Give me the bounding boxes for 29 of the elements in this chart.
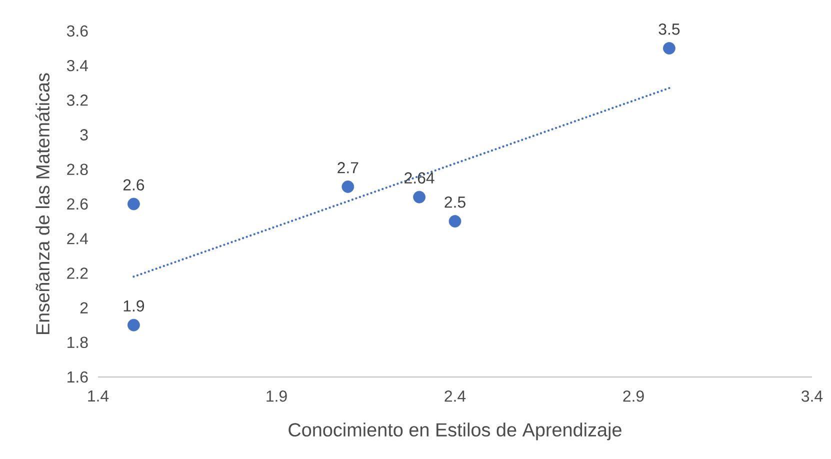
- y-tick-label: 2.2: [67, 268, 88, 279]
- y-tick-label: 3.2: [66, 94, 88, 106]
- x-axis-title: Conocimiento en Estilos de Aprendizaje: [288, 422, 622, 440]
- data-label: 2.5: [444, 196, 466, 208]
- y-tick-label: 2.8: [67, 164, 88, 176]
- x-tick-label: 1.9: [266, 390, 287, 402]
- y-tick-label: 3.6: [66, 25, 88, 37]
- point: [448, 215, 462, 228]
- y-tick-label: 2.6: [67, 198, 88, 210]
- data-label: 1.9: [124, 300, 144, 312]
- x-tick-label: 1.4: [88, 390, 109, 402]
- point: [663, 42, 676, 54]
- point: [128, 318, 140, 332]
- x-tick-label: 3.4: [802, 390, 823, 402]
- y-tick-label: 2.4: [67, 233, 88, 244]
- y-axis-title: Enseñanza de las Matemáticas: [35, 73, 50, 334]
- point: [413, 190, 426, 204]
- data-label: 2.6: [123, 179, 144, 190]
- y-tick-label: 1.8: [68, 336, 88, 348]
- data-label: 3.5: [658, 24, 680, 35]
- y-tick-label: 3: [80, 129, 88, 140]
- x-tick-label: 2.4: [444, 390, 466, 402]
- y-tick-label: 3.4: [66, 60, 88, 72]
- data-label: 2.7: [338, 162, 358, 174]
- x-tick-label: 2.9: [623, 390, 644, 402]
- point: [128, 198, 140, 210]
- y-tick-label: 1.6: [68, 371, 88, 383]
- point: [342, 180, 354, 193]
- y-tick-label: 2: [80, 302, 88, 314]
